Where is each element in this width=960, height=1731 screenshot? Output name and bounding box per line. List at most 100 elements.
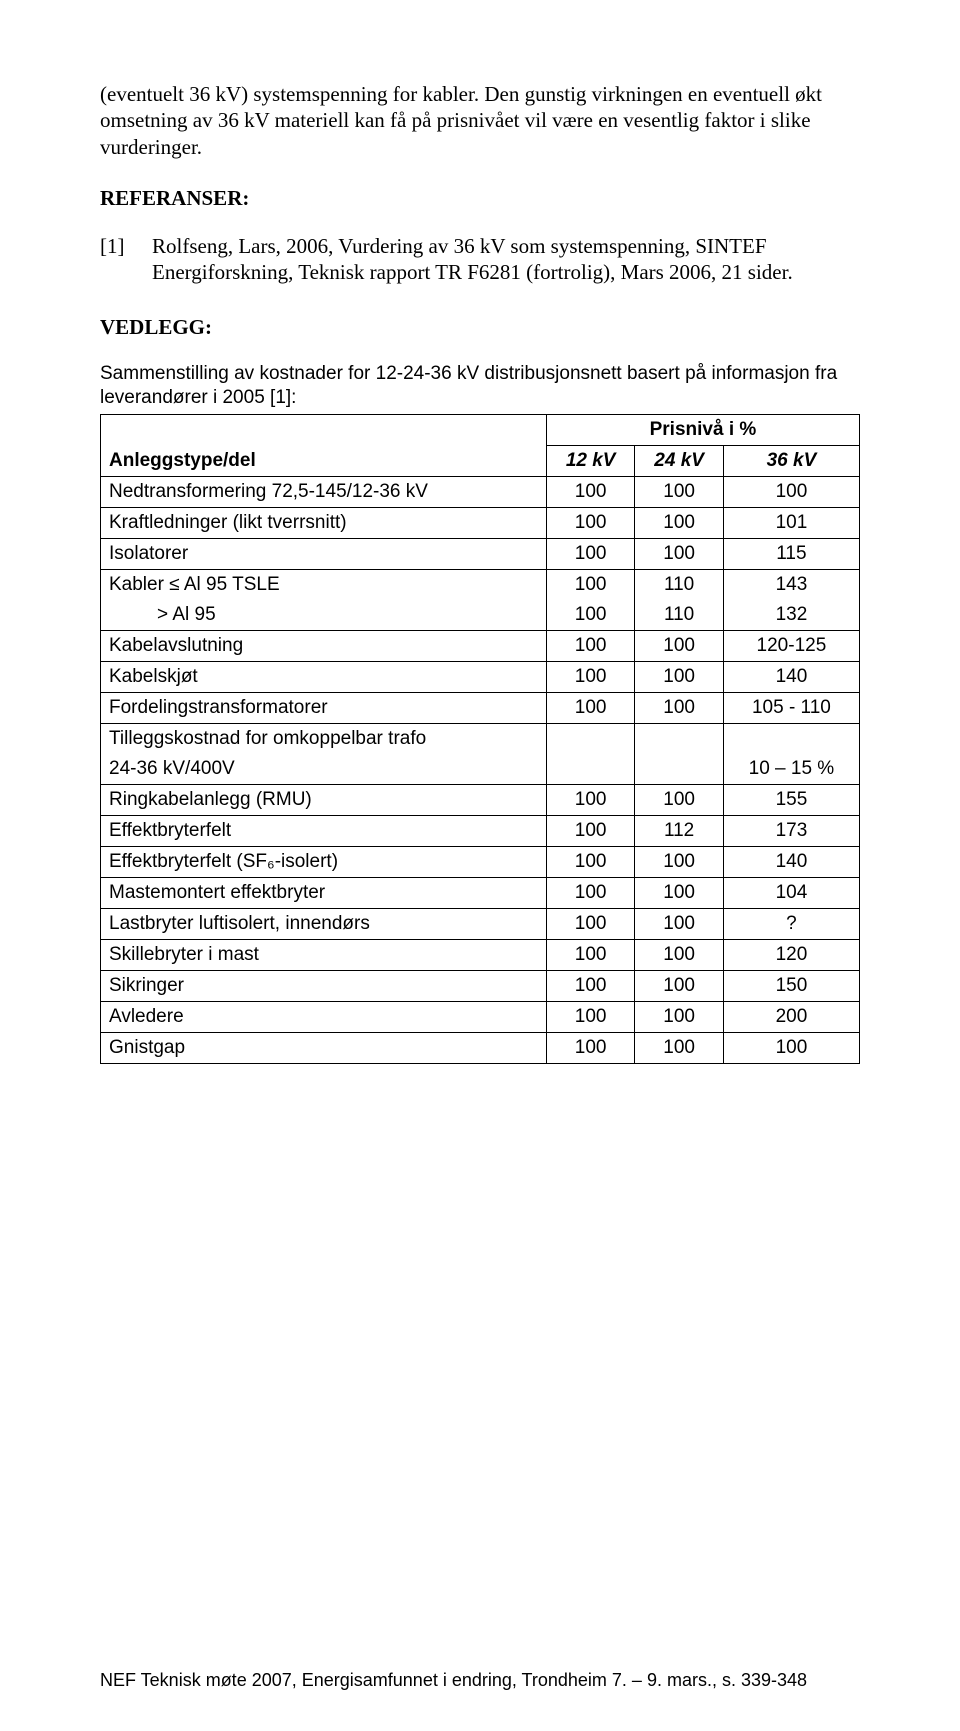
row-value: 100	[546, 538, 634, 569]
row-value: 150	[723, 970, 859, 1001]
row-value: 100	[635, 939, 723, 970]
table-row: Kabelskjøt100100140	[101, 661, 860, 692]
row-value: 100	[635, 877, 723, 908]
row-value: 100	[723, 1032, 859, 1063]
table-row: 24-36 kV/400V 10 – 15 %	[101, 754, 860, 785]
row-value: 100	[635, 1001, 723, 1032]
row-value: 100	[546, 1032, 634, 1063]
row-value: 100	[546, 569, 634, 600]
row-value: 100	[635, 661, 723, 692]
row-value: 115	[723, 538, 859, 569]
row-value: ?	[723, 908, 859, 939]
row-value	[635, 723, 723, 754]
table-row: Skillebryter i mast100100120	[101, 939, 860, 970]
table-caption: Sammenstilling av kostnader for 12-24-36…	[100, 362, 860, 410]
table-row: Avledere100100200	[101, 1001, 860, 1032]
row-label: 24-36 kV/400V	[101, 754, 547, 785]
row-value: 105 - 110	[723, 692, 859, 723]
row-value: 10 – 15 %	[723, 754, 859, 785]
row-label: Kabelskjøt	[101, 661, 547, 692]
row-value: 100	[635, 476, 723, 507]
row-label: Tilleggskostnad for omkoppelbar trafo	[101, 723, 547, 754]
row-value: 140	[723, 661, 859, 692]
row-label: Kabelavslutning	[101, 630, 547, 661]
col-36kv: 36 kV	[723, 445, 859, 476]
row-value: 100	[635, 538, 723, 569]
row-value: 100	[546, 507, 634, 538]
row-value: 100	[546, 476, 634, 507]
empty-header	[101, 414, 547, 445]
table-row: Kraftledninger (likt tverrsnitt)10010010…	[101, 507, 860, 538]
row-label: Effektbryterfelt (SF₆-isolert)	[101, 846, 547, 877]
row-value: 100	[546, 970, 634, 1001]
cost-table: Prisnivå i % Anleggstype/del 12 kV 24 kV…	[100, 414, 860, 1064]
row-value: 100	[546, 692, 634, 723]
reference-number: [1]	[100, 233, 152, 286]
row-value: 200	[723, 1001, 859, 1032]
row-value: 100	[723, 476, 859, 507]
row-value: 112	[635, 815, 723, 846]
table-row: Gnistgap100100100	[101, 1032, 860, 1063]
row-label: Isolatorer	[101, 538, 547, 569]
row-label: Skillebryter i mast	[101, 939, 547, 970]
row-label: Mastemontert effektbryter	[101, 877, 547, 908]
row-value: 143	[723, 569, 859, 600]
table-row: > Al 95100110132	[101, 600, 860, 631]
row-value: 100	[635, 1032, 723, 1063]
row-label: > Al 95	[101, 600, 547, 631]
page-footer: NEF Teknisk møte 2007, Energisamfunnet i…	[100, 1670, 860, 1691]
row-value: 132	[723, 600, 859, 631]
row-label: Nedtransformering 72,5-145/12-36 kV	[101, 476, 547, 507]
page: (eventuelt 36 kV) systemspenning for kab…	[0, 0, 960, 1731]
row-value: 155	[723, 784, 859, 815]
row-value: 100	[546, 846, 634, 877]
table-super-header-row: Prisnivå i %	[101, 414, 860, 445]
row-value	[723, 723, 859, 754]
table-row: Tilleggskostnad for omkoppelbar trafo	[101, 723, 860, 754]
table-row: Isolatorer100100115	[101, 538, 860, 569]
table-row: Fordelingstransformatorer100100105 - 110	[101, 692, 860, 723]
row-value: 101	[723, 507, 859, 538]
col-24kv: 24 kV	[635, 445, 723, 476]
row-value: 100	[546, 600, 634, 631]
row-value: 110	[635, 569, 723, 600]
row-value: 100	[635, 784, 723, 815]
row-value: 173	[723, 815, 859, 846]
row-label: Avledere	[101, 1001, 547, 1032]
reference-item: [1] Rolfseng, Lars, 2006, Vurdering av 3…	[100, 233, 860, 286]
row-value: 100	[635, 908, 723, 939]
row-value: 100	[546, 815, 634, 846]
row-label: Kraftledninger (likt tverrsnitt)	[101, 507, 547, 538]
row-label: Gnistgap	[101, 1032, 547, 1063]
row-value: 120-125	[723, 630, 859, 661]
reference-text: Rolfseng, Lars, 2006, Vurdering av 36 kV…	[152, 233, 860, 286]
row-value: 100	[546, 784, 634, 815]
row-value: 100	[635, 507, 723, 538]
table-row: Effektbryterfelt (SF₆-isolert)100100140	[101, 846, 860, 877]
row-value: 100	[546, 661, 634, 692]
vedlegg-heading: VEDLEGG:	[100, 315, 860, 340]
col-anleggstype: Anleggstype/del	[101, 445, 547, 476]
row-value: 100	[635, 970, 723, 1001]
references-heading: REFERANSER:	[100, 186, 860, 211]
intro-paragraph: (eventuelt 36 kV) systemspenning for kab…	[100, 81, 860, 160]
table-row: Kabelavslutning100100120-125	[101, 630, 860, 661]
row-label: Effektbryterfelt	[101, 815, 547, 846]
row-value: 100	[546, 630, 634, 661]
row-value: 120	[723, 939, 859, 970]
table-row: Ringkabelanlegg (RMU)100100155	[101, 784, 860, 815]
row-value: 110	[635, 600, 723, 631]
row-value: 100	[546, 908, 634, 939]
row-value: 100	[635, 630, 723, 661]
row-value: 140	[723, 846, 859, 877]
row-value: 100	[635, 692, 723, 723]
table-row: Effektbryterfelt100112173	[101, 815, 860, 846]
col-12kv: 12 kV	[546, 445, 634, 476]
row-label: Kabler ≤ Al 95 TSLE	[101, 569, 547, 600]
row-value	[546, 723, 634, 754]
prisniva-header: Prisnivå i %	[546, 414, 859, 445]
table-row: Sikringer100100150	[101, 970, 860, 1001]
table-row: Kabler ≤ Al 95 TSLE100110143	[101, 569, 860, 600]
row-label: Fordelingstransformatorer	[101, 692, 547, 723]
row-label: Sikringer	[101, 970, 547, 1001]
